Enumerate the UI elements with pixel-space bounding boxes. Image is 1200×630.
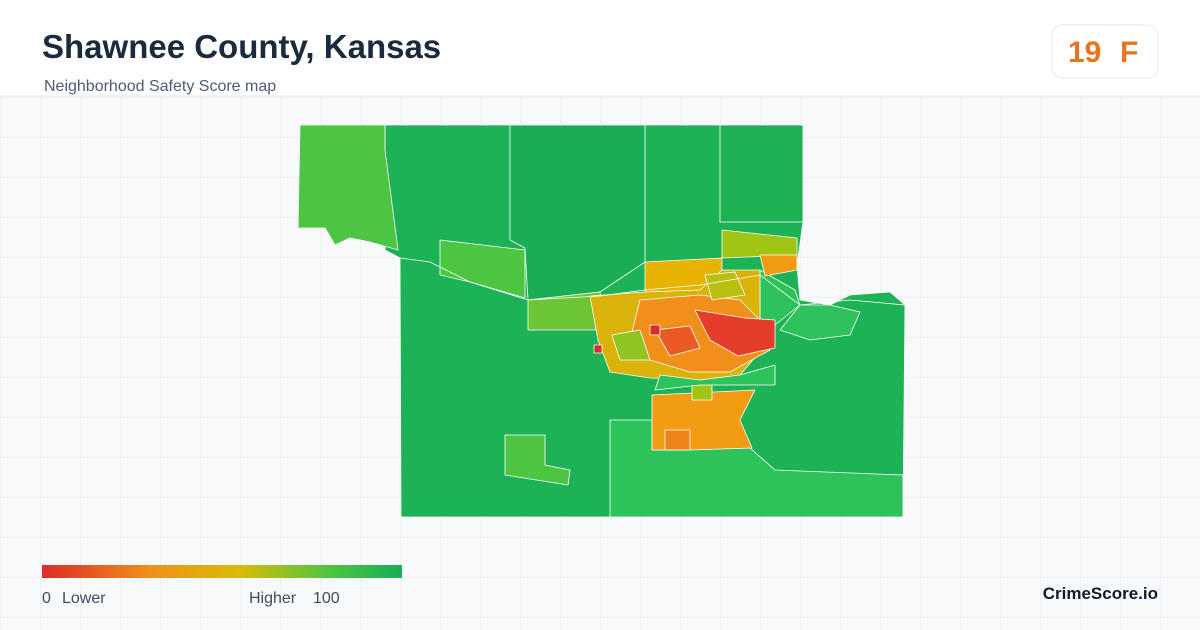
region [654, 325, 701, 357]
legend-min: 0 [42, 590, 51, 607]
region [691, 384, 713, 401]
legend-scale [42, 565, 402, 578]
brand: CrimeScore.io [1043, 584, 1158, 603]
region [509, 124, 646, 301]
score-box [1051, 24, 1159, 79]
region [593, 344, 603, 354]
region [654, 364, 776, 391]
legend-max-label: Higher [249, 590, 297, 607]
region [439, 239, 526, 299]
region [759, 254, 798, 277]
region [664, 429, 691, 451]
subtitle: Neighborhood Safety Score map [44, 78, 276, 95]
score-value: 19 [1068, 36, 1101, 69]
score-grade: F [1120, 36, 1138, 69]
county-map [297, 124, 906, 518]
region [611, 329, 651, 361]
legend-max: 100 [313, 590, 340, 607]
region [694, 309, 776, 357]
title: Shawnee County, Kansas [42, 28, 441, 65]
region [779, 304, 861, 341]
legend-min-label: Lower [62, 590, 106, 607]
region [719, 124, 804, 223]
river [399, 257, 906, 306]
region [649, 324, 661, 336]
region [297, 124, 399, 251]
region [504, 434, 571, 486]
